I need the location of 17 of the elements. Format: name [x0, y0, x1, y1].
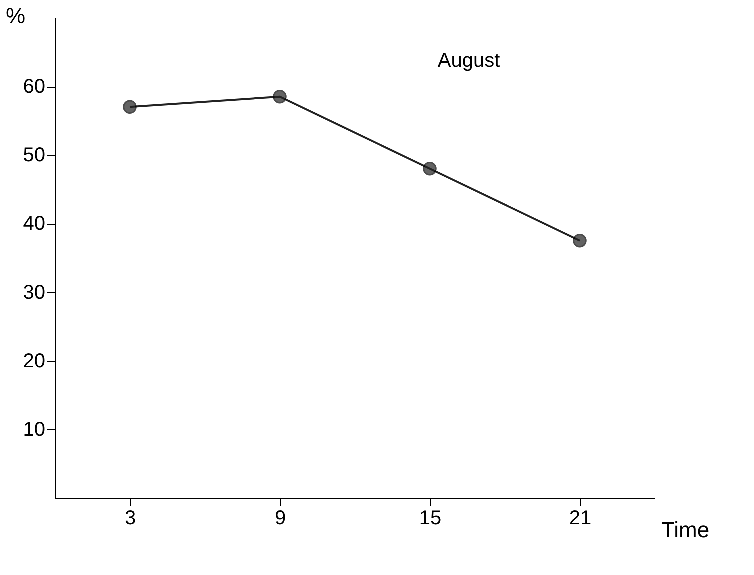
- point: [423, 162, 437, 176]
- point: [273, 90, 287, 104]
- point: [573, 234, 587, 248]
- y-tick-label: 50: [23, 144, 46, 167]
- y-tick-label: 60: [23, 76, 46, 98]
- x-tick-label: 3: [124, 508, 136, 530]
- x-tick-label: 15: [419, 508, 442, 530]
- x-axis-title: Time: [662, 518, 710, 542]
- y-tick-label: 40: [23, 213, 46, 236]
- point: [123, 100, 137, 114]
- y-tick-label: 30: [23, 282, 46, 304]
- y-tick-label: 10: [23, 418, 46, 441]
- x-tick-label: 9: [274, 508, 286, 530]
- annotation: August: [438, 50, 501, 72]
- y-axis-title: %: [6, 4, 26, 28]
- x-tick-label: 21: [569, 508, 592, 530]
- y-tick-label: 20: [23, 350, 46, 372]
